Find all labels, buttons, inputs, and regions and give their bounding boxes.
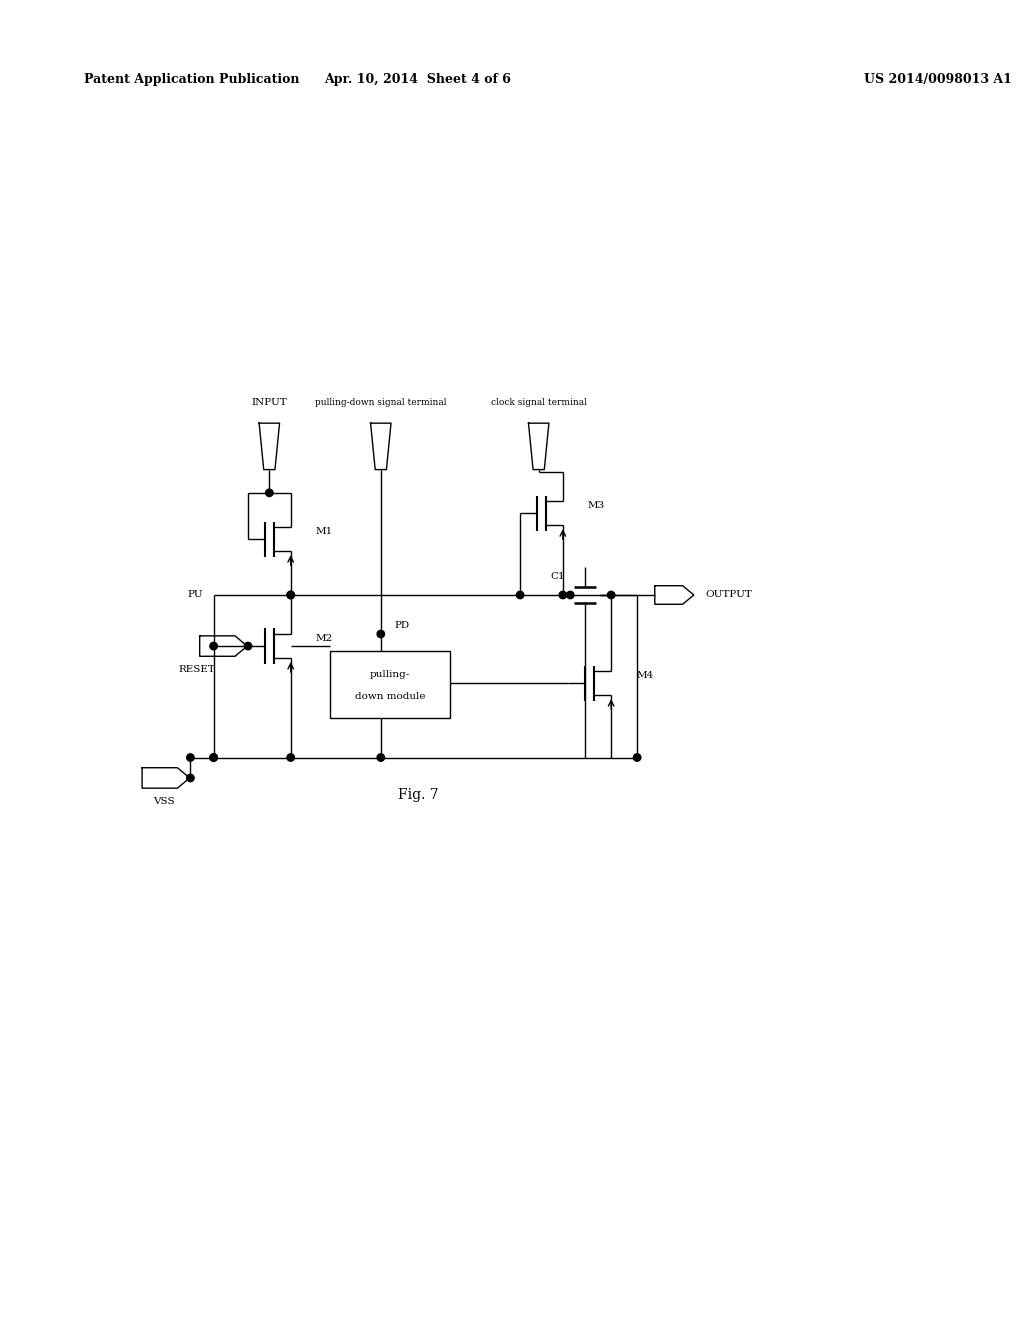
Circle shape [287, 754, 295, 762]
Text: OUTPUT: OUTPUT [706, 590, 753, 599]
Circle shape [566, 591, 574, 599]
Text: RESET: RESET [178, 665, 215, 673]
Text: PD: PD [394, 622, 410, 630]
Text: pulling-: pulling- [370, 671, 411, 680]
Circle shape [210, 643, 217, 649]
Circle shape [287, 591, 295, 599]
Text: C1: C1 [550, 572, 564, 581]
Text: PU: PU [187, 590, 203, 599]
Circle shape [377, 630, 385, 638]
Circle shape [287, 591, 295, 599]
Text: M1: M1 [315, 527, 333, 536]
Text: M3: M3 [588, 502, 605, 511]
Text: INPUT: INPUT [252, 399, 287, 408]
Circle shape [186, 775, 195, 781]
Circle shape [186, 754, 195, 762]
Circle shape [559, 591, 566, 599]
Text: Patent Application Publication: Patent Application Publication [84, 73, 299, 86]
Circle shape [265, 490, 273, 496]
Bar [330, 651, 451, 718]
Circle shape [245, 643, 252, 649]
Text: Apr. 10, 2014  Sheet 4 of 6: Apr. 10, 2014 Sheet 4 of 6 [325, 73, 511, 86]
Circle shape [377, 754, 385, 762]
Circle shape [516, 591, 524, 599]
Circle shape [607, 591, 614, 599]
Text: down module: down module [355, 692, 425, 701]
Text: M4: M4 [636, 672, 653, 680]
Circle shape [634, 754, 641, 762]
Text: Fig. 7: Fig. 7 [397, 788, 438, 801]
Circle shape [210, 754, 217, 762]
Text: clock signal terminal: clock signal terminal [490, 399, 587, 408]
Text: VSS: VSS [154, 797, 175, 805]
Text: pulling-down signal terminal: pulling-down signal terminal [315, 399, 446, 408]
Text: M2: M2 [315, 634, 333, 643]
Text: US 2014/0098013 A1: US 2014/0098013 A1 [864, 73, 1012, 86]
Circle shape [210, 754, 217, 762]
